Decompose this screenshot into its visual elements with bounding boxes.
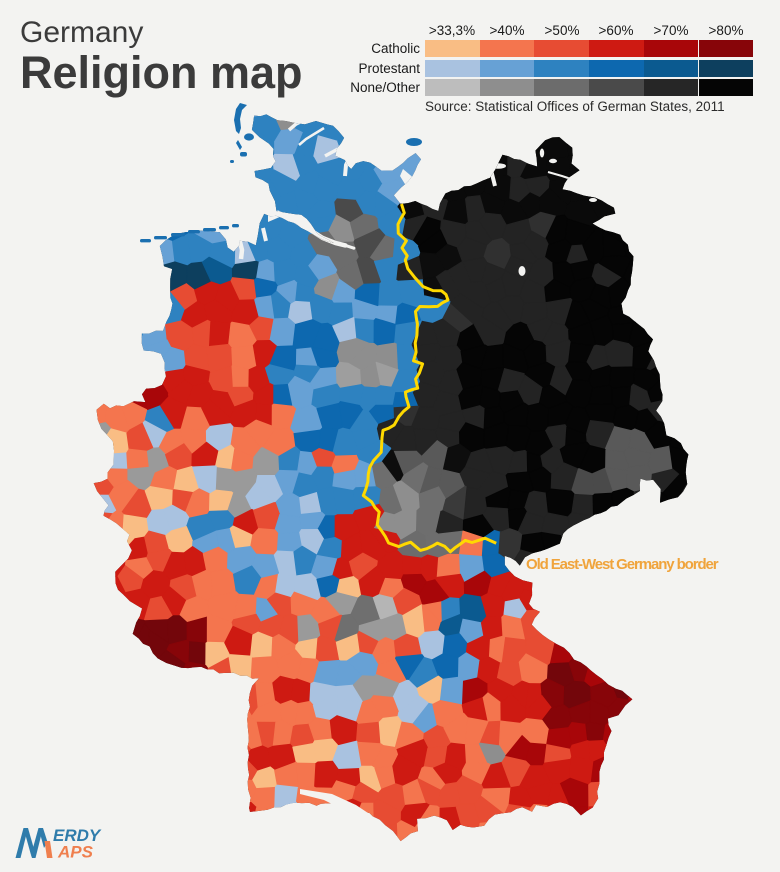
svg-text:ERDY: ERDY <box>53 826 102 845</box>
svg-text:APS: APS <box>57 843 94 862</box>
